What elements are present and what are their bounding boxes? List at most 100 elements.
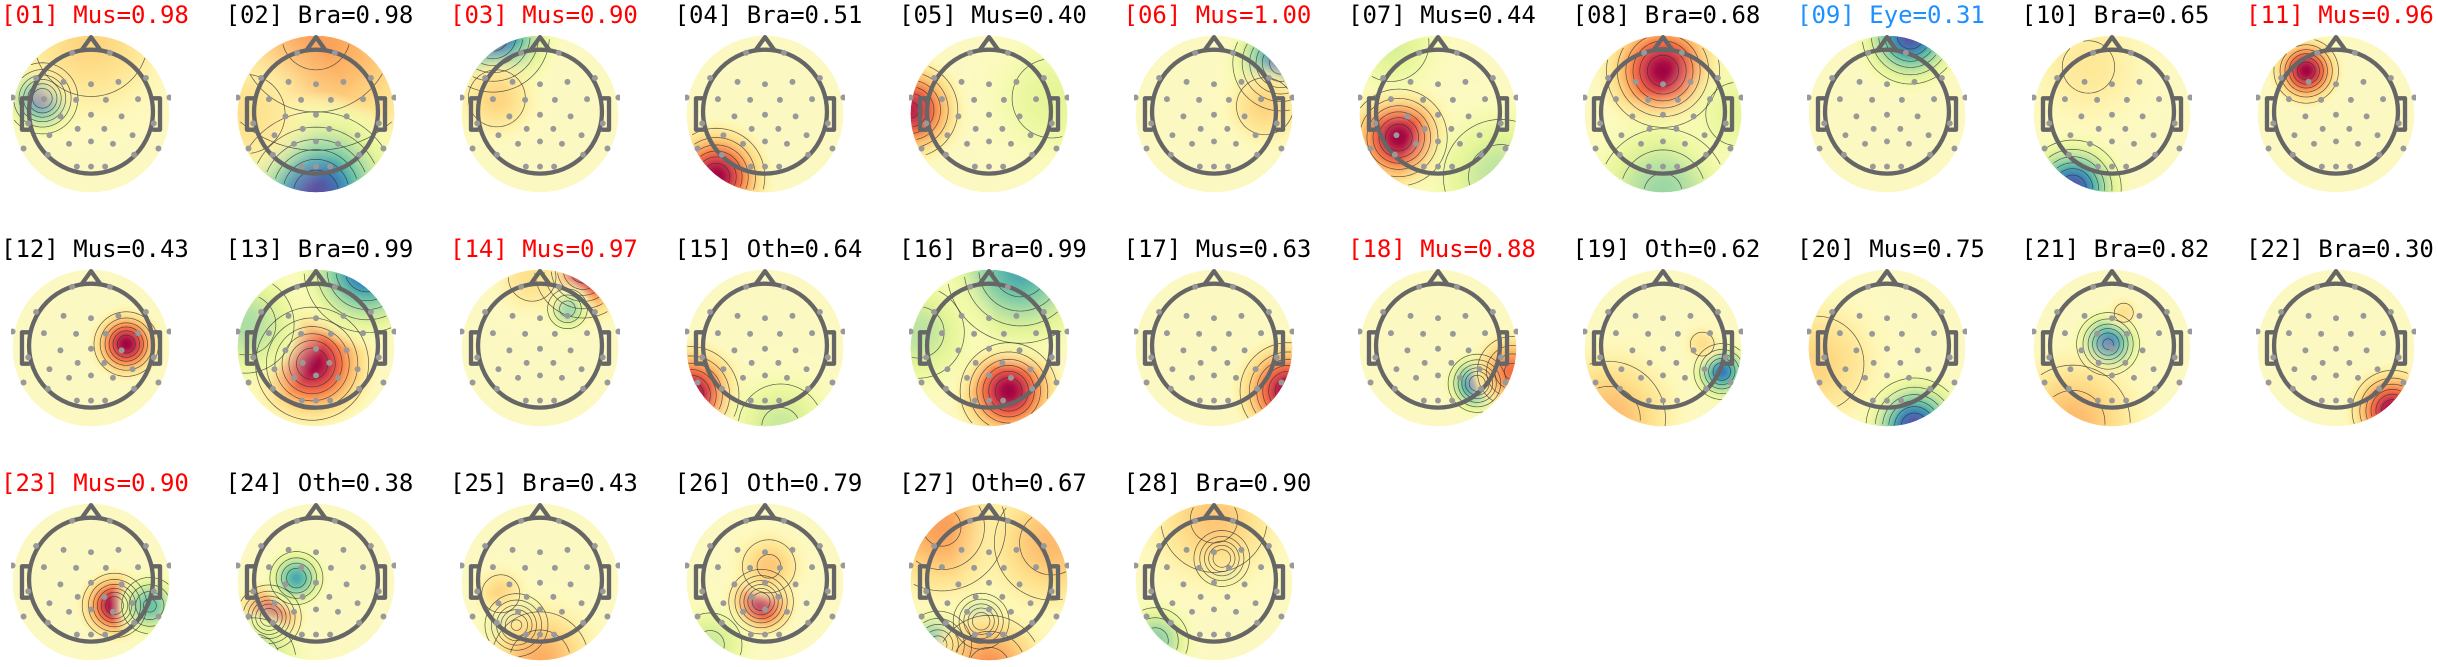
electrode-marker: [567, 581, 574, 588]
electrode-marker: [918, 145, 925, 152]
contour-line: [275, 557, 317, 599]
electrode-marker: [1706, 96, 1713, 103]
electrode-marker: [509, 312, 516, 319]
electrode-marker: [1133, 562, 1139, 569]
electrode-marker: [2333, 372, 2339, 379]
electrode-marker: [1836, 96, 1843, 103]
contour-line: [97, 588, 133, 624]
contour-line: [1372, 111, 1425, 164]
electrode-marker: [1163, 330, 1170, 337]
electrode-marker: [33, 308, 40, 315]
electrode-marker: [730, 113, 737, 120]
electrode-marker: [293, 49, 300, 56]
electrode-marker: [1273, 588, 1280, 595]
electrode-marker: [60, 312, 67, 319]
ear-icon: [825, 96, 836, 132]
electrode-marker: [1048, 120, 1055, 127]
topomap: [235, 34, 396, 193]
electrode-marker: [1884, 138, 1890, 145]
contour-line: [2052, 156, 2105, 191]
contour-line: [1453, 359, 1502, 408]
electrode-marker: [2130, 374, 2137, 381]
contour-line: [1703, 353, 1739, 390]
electrode-marker: [102, 96, 109, 103]
head-circle: [26, 47, 156, 176]
contour-line: [738, 580, 783, 624]
ear-icon: [1723, 96, 1734, 132]
electrode-marker: [804, 619, 811, 626]
electrode-marker: [1229, 517, 1236, 524]
electrode-marker: [2305, 312, 2312, 319]
contour-line: [994, 507, 1063, 601]
electrode-marker: [327, 96, 334, 103]
contour-line: [269, 551, 323, 605]
electrode-marker: [2061, 330, 2068, 337]
electrode-marker: [971, 330, 978, 337]
electrode-marker: [706, 542, 713, 549]
electrode-marker: [1277, 613, 1284, 620]
topomap-panel: [13] Bra=0.99: [226, 234, 450, 430]
electrode-marker: [493, 385, 500, 392]
electrode-marker: [1007, 140, 1014, 147]
electrode-marker: [742, 283, 749, 290]
electrode-marker: [1938, 74, 1945, 81]
electrode-marker: [1456, 140, 1463, 147]
electrode-marker: [816, 74, 823, 81]
electrode-marker: [1686, 312, 1693, 319]
head-outline: [917, 34, 1061, 176]
electrode-marker: [803, 132, 810, 139]
electrode-marker: [1435, 345, 1441, 352]
electrode-marker: [938, 96, 945, 103]
electrode-marker: [1210, 315, 1217, 322]
topomap: [1807, 34, 1967, 193]
electrode-marker: [166, 328, 171, 335]
component-title: [21] Bra=0.82: [2021, 235, 2210, 263]
electrode-marker: [281, 581, 288, 588]
contour-line: [239, 121, 392, 151]
electrode-marker: [824, 354, 831, 361]
electrode-marker: [1253, 385, 1260, 392]
electrode-marker: [325, 593, 332, 600]
component-title: [15] Oth=0.64: [674, 235, 863, 263]
electrode-marker: [1840, 151, 1847, 158]
electrode-marker: [1674, 96, 1681, 103]
electrode-marker: [1048, 354, 1055, 361]
electrode-marker: [33, 74, 40, 81]
electrode-marker: [2374, 132, 2381, 139]
ear-icon: [1948, 330, 1959, 366]
ear-icon: [376, 564, 387, 600]
electrode-marker: [1448, 359, 1455, 366]
contour-line: [727, 568, 794, 635]
electrode-marker: [761, 372, 768, 379]
nose-icon: [528, 34, 552, 53]
electrode-marker: [327, 330, 334, 337]
electrode-marker: [60, 78, 67, 85]
electrode-marker: [698, 588, 705, 595]
electrode-marker: [714, 330, 721, 337]
electrode-marker: [1951, 145, 1958, 152]
ear-icon: [376, 330, 387, 366]
electrode-marker: [2302, 113, 2309, 120]
electrode-marker: [783, 608, 790, 615]
electrode-marker: [1183, 312, 1190, 319]
electrode-marker: [1681, 140, 1688, 147]
electrode-marker: [2053, 308, 2060, 315]
electrode-marker: [2314, 283, 2321, 290]
electrode-marker: [2376, 151, 2383, 158]
electrode-marker: [343, 581, 350, 588]
contour-line: [547, 288, 588, 330]
electrode-marker: [245, 145, 252, 152]
electrode-marker: [1842, 366, 1849, 373]
electrode-marker: [375, 120, 382, 127]
electrode-marker: [331, 283, 338, 290]
electrode-marker: [106, 283, 113, 290]
electrode-marker: [999, 359, 1006, 366]
electrode-marker: [808, 564, 815, 571]
electrode-marker: [509, 78, 516, 85]
electrode-marker: [1288, 328, 1294, 335]
electrode-marker: [249, 120, 256, 127]
electrode-marker: [1905, 374, 1912, 381]
electrode-marker: [101, 359, 108, 366]
component-title: [04] Bra=0.51: [674, 1, 863, 29]
electrode-marker: [2150, 132, 2157, 139]
